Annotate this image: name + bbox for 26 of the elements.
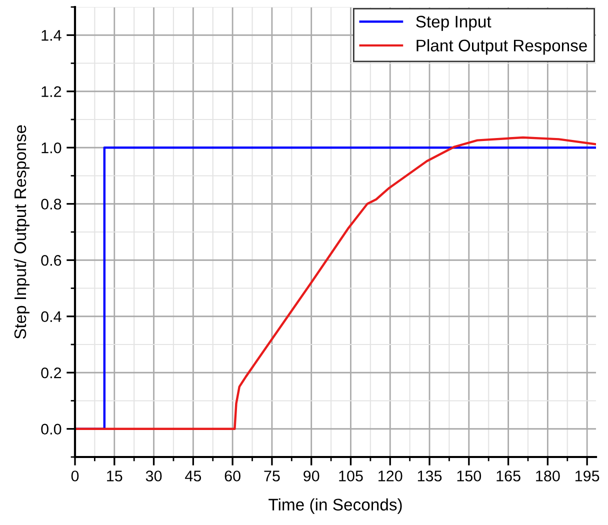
x-tick-label: 75: [264, 470, 280, 482]
y-tick-label: 0.2: [41, 367, 62, 378]
x-tick-label: 150: [457, 470, 482, 482]
x-tick-label: 90: [304, 470, 320, 482]
y-tick-label: 1.2: [42, 86, 62, 97]
y-axis-title: Step Input/ Output Response: [14, 125, 30, 339]
x-tick-label: 165: [496, 470, 520, 482]
x-axis-title: Time (in Seconds): [268, 498, 402, 514]
legend-label: Plant Output Response: [416, 39, 587, 55]
legend-label: Step Input: [416, 16, 492, 31]
x-tick-label: 0: [71, 470, 79, 482]
x-tick-label: 30: [146, 470, 162, 482]
y-tick-label: 0.8: [41, 198, 62, 210]
x-tick-label: 15: [107, 470, 122, 482]
x-tick-label: 120: [378, 470, 402, 482]
y-tick-label: 1.0: [42, 142, 62, 154]
x-tick-label: 180: [536, 470, 560, 482]
x-tick-label: 60: [224, 470, 240, 482]
x-tick-label: 195: [575, 470, 600, 482]
x-tick-label: 45: [185, 470, 202, 482]
y-tick-label: 0.4: [41, 311, 62, 322]
y-tick-label: 1.4: [42, 30, 62, 41]
x-tick-label: 105: [339, 470, 363, 482]
y-tick-label: 0.0: [41, 424, 62, 435]
x-tick-label: 135: [418, 470, 442, 482]
y-tick-label: 0.6: [41, 254, 62, 266]
